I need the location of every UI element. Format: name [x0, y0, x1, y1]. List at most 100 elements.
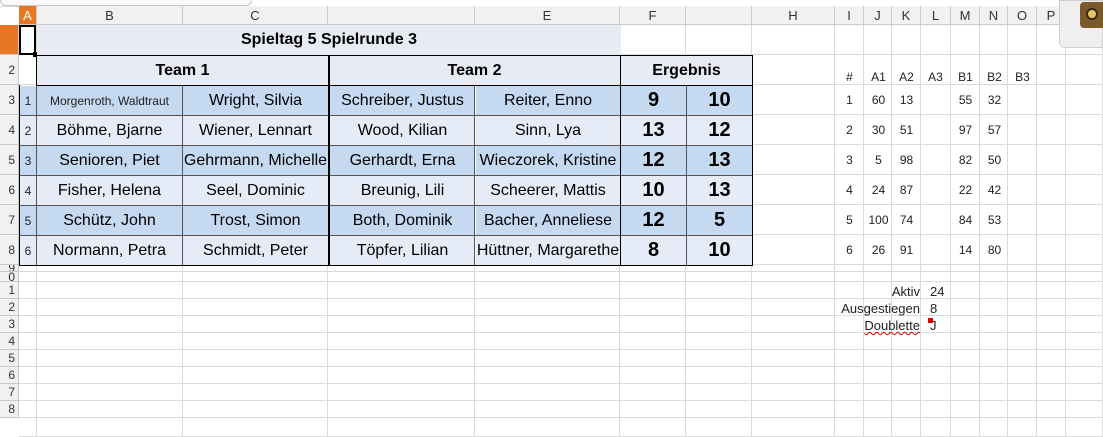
- row-header[interactable]: 3: [0, 316, 19, 333]
- side-data-cell[interactable]: 32: [987, 93, 1002, 107]
- column-header[interactable]: F: [620, 6, 686, 25]
- row-header[interactable]: 6: [0, 175, 19, 205]
- column-header[interactable]: [686, 6, 752, 25]
- column-header[interactable]: K: [892, 6, 921, 25]
- row-header[interactable]: 9: [0, 265, 19, 272]
- side-data-cell[interactable]: [1008, 120, 1037, 140]
- team2-header[interactable]: Team 2: [329, 56, 620, 85]
- side-data-cell[interactable]: 82: [958, 153, 973, 167]
- team1-player-a[interactable]: Senioren, Piet: [37, 146, 182, 175]
- team1-player-a[interactable]: Schütz, John: [37, 206, 182, 235]
- selected-cell-a1[interactable]: [19, 25, 36, 55]
- side-data-cell[interactable]: 2: [846, 123, 853, 137]
- team1-player-a[interactable]: Morgenroth, Waldtraut: [37, 86, 182, 115]
- side-data-cell[interactable]: 24: [871, 183, 886, 197]
- side-data-cell[interactable]: 98: [899, 153, 914, 167]
- side-data-cell[interactable]: [921, 180, 950, 200]
- match-number[interactable]: 6: [20, 236, 36, 265]
- side-data-cell[interactable]: [1008, 240, 1037, 260]
- side-data-cell[interactable]: [921, 150, 950, 170]
- side-data-cell[interactable]: [1008, 150, 1037, 170]
- score-team2[interactable]: 5: [687, 206, 752, 235]
- score-team2[interactable]: 10: [687, 86, 752, 115]
- side-data-cell[interactable]: 22: [958, 183, 973, 197]
- side-data-cell[interactable]: 5: [846, 213, 853, 227]
- column-header[interactable]: M: [951, 6, 980, 25]
- side-data-cell[interactable]: [921, 210, 950, 230]
- team2-player-b[interactable]: Reiter, Enno: [476, 86, 620, 115]
- row-header[interactable]: 8: [0, 401, 19, 418]
- side-header-cell[interactable]: A3: [928, 70, 943, 84]
- side-data-cell[interactable]: 97: [958, 123, 973, 137]
- score-team1[interactable]: 13: [621, 116, 686, 145]
- side-data-cell[interactable]: 3: [846, 153, 853, 167]
- score-team1[interactable]: 12: [621, 146, 686, 175]
- stat-value[interactable]: 24: [930, 284, 945, 299]
- team1-player-b[interactable]: Wiener, Lennart: [183, 116, 328, 145]
- column-header[interactable]: N: [980, 6, 1008, 25]
- score-team2[interactable]: 13: [687, 176, 752, 205]
- team1-player-b[interactable]: Schmidt, Peter: [183, 236, 328, 265]
- side-header-cell[interactable]: #: [846, 70, 853, 84]
- row-header[interactable]: 7: [0, 384, 19, 401]
- column-header[interactable]: C: [183, 6, 328, 25]
- team1-player-a[interactable]: Böhme, Bjarne: [37, 116, 182, 145]
- side-header-cell[interactable]: A1: [871, 70, 886, 84]
- side-data-cell[interactable]: 57: [987, 123, 1002, 137]
- side-data-cell[interactable]: 4: [846, 183, 853, 197]
- row-header[interactable]: 2: [0, 55, 19, 85]
- column-header[interactable]: A: [19, 6, 37, 25]
- match-number[interactable]: 5: [20, 206, 36, 235]
- column-header[interactable]: E: [475, 6, 620, 25]
- row-header[interactable]: 7: [0, 205, 19, 235]
- match-number[interactable]: 1: [20, 86, 36, 115]
- team2-player-b[interactable]: Sinn, Lya: [476, 116, 620, 145]
- side-data-cell[interactable]: 91: [899, 243, 914, 257]
- score-team2[interactable]: 13: [687, 146, 752, 175]
- team2-player-a[interactable]: Wood, Kilian: [330, 116, 475, 145]
- side-data-cell[interactable]: 87: [899, 183, 914, 197]
- row-header[interactable]: 3: [0, 85, 19, 115]
- column-header[interactable]: L: [921, 6, 951, 25]
- team1-header[interactable]: Team 1: [37, 56, 328, 85]
- row-header[interactable]: 6: [0, 367, 19, 384]
- side-data-cell[interactable]: [921, 120, 950, 140]
- side-data-cell[interactable]: [921, 240, 950, 260]
- side-header-cell[interactable]: B2: [987, 70, 1002, 84]
- side-data-cell[interactable]: 1: [846, 93, 853, 107]
- side-data-cell[interactable]: 60: [871, 93, 886, 107]
- side-data-cell[interactable]: 42: [987, 183, 1002, 197]
- side-data-cell[interactable]: 30: [871, 123, 886, 137]
- column-header[interactable]: [328, 6, 475, 25]
- row-header[interactable]: 4: [0, 333, 19, 350]
- side-data-cell[interactable]: [1008, 90, 1037, 110]
- team2-player-b[interactable]: Scheerer, Mattis: [476, 176, 620, 205]
- team2-player-a[interactable]: Töpfer, Lilian: [330, 236, 475, 265]
- side-data-cell[interactable]: 14: [958, 243, 973, 257]
- side-data-cell[interactable]: 84: [958, 213, 973, 227]
- side-data-cell[interactable]: 55: [958, 93, 973, 107]
- score-team2[interactable]: 10: [687, 236, 752, 265]
- team2-player-a[interactable]: Both, Dominik: [330, 206, 475, 235]
- column-header[interactable]: B: [37, 6, 183, 25]
- side-data-cell[interactable]: [921, 90, 950, 110]
- team1-player-b[interactable]: Gehrmann, Michelle: [183, 146, 328, 175]
- score-team1[interactable]: 12: [621, 206, 686, 235]
- side-data-cell[interactable]: [1008, 210, 1037, 230]
- stat-label[interactable]: Ausgestiegen: [841, 301, 920, 316]
- team2-player-a[interactable]: Breunig, Lili: [330, 176, 475, 205]
- row-header[interactable]: 5: [0, 145, 19, 175]
- score-team1[interactable]: 8: [621, 236, 686, 265]
- team1-player-b[interactable]: Seel, Dominic: [183, 176, 328, 205]
- side-header-cell[interactable]: B1: [958, 70, 973, 84]
- team1-player-a[interactable]: Normann, Petra: [37, 236, 182, 265]
- row-header[interactable]: 1: [0, 282, 19, 299]
- row-header[interactable]: 8: [0, 235, 19, 265]
- row-header[interactable]: 5: [0, 350, 19, 367]
- comment-indicator[interactable]: [928, 318, 933, 323]
- side-data-cell[interactable]: 50: [987, 153, 1002, 167]
- score-team1[interactable]: 10: [621, 176, 686, 205]
- team2-player-b[interactable]: Hüttner, Margarethe: [476, 236, 620, 265]
- side-data-cell[interactable]: 26: [871, 243, 886, 257]
